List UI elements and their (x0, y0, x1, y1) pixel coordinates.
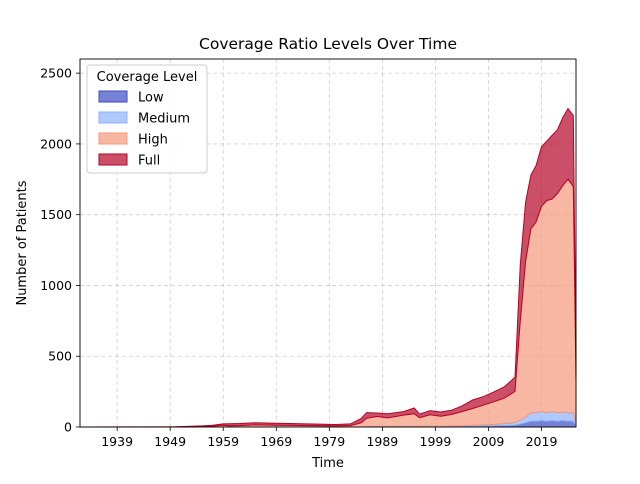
legend-swatch-full (98, 153, 128, 166)
y-tick-label: 2000 (40, 136, 72, 151)
x-axis-ticks: 1939 1949 1959 1969 1979 1989 1999 2009 2019 (101, 427, 557, 449)
chart-title: Coverage Ratio Levels Over Time (199, 35, 457, 53)
y-axis-ticks: 0 500 1000 1500 2000 2500 (40, 66, 80, 435)
y-tick-label: 0 (64, 420, 72, 435)
y-axis-label: Number of Patients (15, 180, 30, 305)
x-tick-label: 2009 (473, 434, 505, 449)
x-tick-label: 1939 (101, 434, 133, 449)
legend-swatch-high (98, 132, 128, 145)
legend-label-full: Full (138, 154, 160, 169)
x-axis-label: Time (311, 456, 344, 471)
plot-frame (79, 58, 577, 428)
y-tick-label: 500 (48, 349, 72, 364)
y-tick-label: 1000 (40, 278, 72, 293)
legend-label-high: High (138, 133, 168, 148)
x-tick-label: 1989 (366, 434, 398, 449)
x-tick-label: 1969 (260, 434, 292, 449)
x-tick-label: 1999 (420, 434, 452, 449)
legend-swatch-medium (98, 111, 128, 124)
x-tick-label: 1949 (154, 434, 186, 449)
legend-title: Coverage Level (97, 70, 198, 85)
legend-swatch-low (98, 90, 128, 103)
legend-label-low: Low (138, 91, 164, 106)
x-tick-label: 2019 (526, 434, 558, 449)
x-tick-label: 1959 (207, 434, 239, 449)
y-tick-label: 1500 (40, 207, 72, 222)
x-tick-label: 1979 (313, 434, 345, 449)
legend-label-medium: Medium (138, 112, 190, 127)
y-tick-label: 2500 (40, 66, 72, 81)
legend: Coverage Level Low Medium High Full (86, 64, 208, 174)
